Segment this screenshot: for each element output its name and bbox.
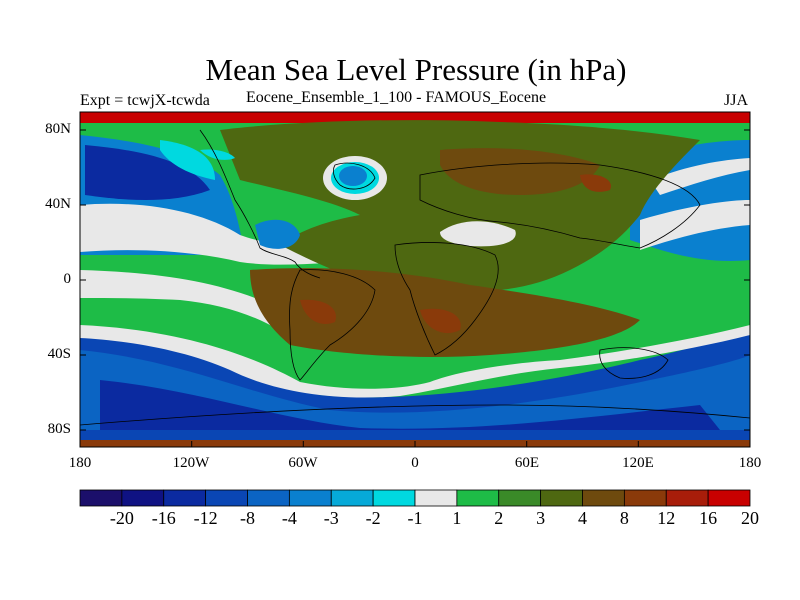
lat-ticks	[80, 129, 750, 431]
north-america-coast	[199, 129, 321, 279]
colorbar-swatch	[163, 489, 207, 507]
lon-label-180w: 180	[68, 455, 92, 471]
arctic-cyan-streak	[200, 149, 235, 160]
lon-label-60w: 60W	[288, 455, 318, 471]
colorbar-swatch	[707, 489, 751, 507]
lon-label-60e: 60E	[514, 455, 540, 471]
north-pacific-deep	[85, 145, 210, 200]
north-polar-strip	[80, 112, 750, 123]
colorbar-label: 1	[452, 508, 462, 528]
colorbar-label: -4	[281, 508, 297, 528]
colorbar-swatch	[205, 489, 248, 507]
lat-label-80s: 80S	[47, 421, 71, 437]
colorbar-swatch	[665, 489, 709, 507]
north-atlantic-low-inner	[339, 166, 367, 186]
southern-ocean-deep	[100, 380, 720, 430]
lat-label-0: 0	[63, 271, 72, 287]
central-high-core	[580, 174, 611, 192]
colorbar-label: -16	[151, 508, 176, 528]
colorbar-label: -20	[109, 508, 134, 528]
south-high-core-2	[300, 299, 336, 324]
colorbar-swatch	[330, 489, 374, 507]
colorbar-swatch	[288, 489, 332, 507]
south-america-coast	[289, 269, 376, 381]
colorbar-label: -3	[323, 508, 339, 528]
antarctica-coast	[80, 404, 750, 426]
north-america-low	[255, 219, 300, 249]
season-label: JJA	[724, 92, 749, 109]
colorbar-swatch	[456, 489, 500, 507]
colorbar-swatch	[121, 489, 165, 507]
australia-coast	[599, 347, 669, 379]
north-pacific-cyan	[160, 140, 215, 180]
experiment-label: Expt = tcwjX-tcwda	[80, 92, 210, 109]
map-panel	[80, 112, 750, 447]
colorbar-swatch	[372, 489, 416, 507]
eurasia-coast	[419, 162, 701, 249]
colorbar-label: 12	[657, 508, 676, 528]
greenland-coast	[333, 162, 376, 190]
colorbar	[79, 489, 751, 507]
coastlines	[80, 129, 750, 426]
africa-coast	[394, 242, 499, 356]
colorbar-swatch	[623, 489, 667, 507]
lat-label-40s: 40S	[47, 346, 71, 362]
colorbar-swatch	[540, 489, 583, 507]
colorbar-label: 16	[699, 508, 718, 528]
colorbar-label: 20	[741, 508, 759, 528]
colorbar-label: -8	[240, 508, 255, 528]
lat-label-80n: 80N	[45, 121, 71, 137]
colorbar-label: 4	[578, 508, 587, 528]
west-pacific-white	[640, 200, 750, 250]
ensemble-label: Eocene_Ensemble_1_100 - FAMOUS_Eocene	[246, 89, 547, 106]
colorbar-swatch	[247, 489, 290, 507]
lat-label-40n: 40N	[45, 196, 71, 212]
colorbar-label: 3	[536, 508, 546, 528]
lon-label-120w: 120W	[172, 455, 210, 471]
colorbar-label: -1	[407, 508, 423, 528]
lon-label-120e: 120E	[622, 455, 654, 471]
colorbar-label: 8	[619, 508, 629, 528]
colorbar-swatch	[79, 489, 123, 507]
lon-ticks	[79, 441, 751, 447]
lon-label-0: 0	[411, 455, 419, 471]
tropical-white-band	[80, 270, 330, 345]
colorbar-label: -12	[193, 508, 218, 528]
west-pacific-white-2	[650, 158, 750, 195]
map-title: Mean Sea Level Pressure (in hPa)	[205, 52, 627, 87]
southern-ocean-white	[80, 325, 750, 398]
lon-label-180e: 180	[738, 455, 762, 471]
colorbar-swatch	[414, 489, 458, 507]
south-high-core	[420, 308, 461, 334]
colorbar-label: -2	[365, 508, 381, 528]
mediterranean-low	[440, 221, 516, 247]
eurasia-core-high	[440, 148, 600, 195]
colorbar-swatch	[582, 489, 625, 507]
colorbar-swatch	[498, 489, 542, 507]
colorbar-label: 2	[494, 508, 504, 528]
